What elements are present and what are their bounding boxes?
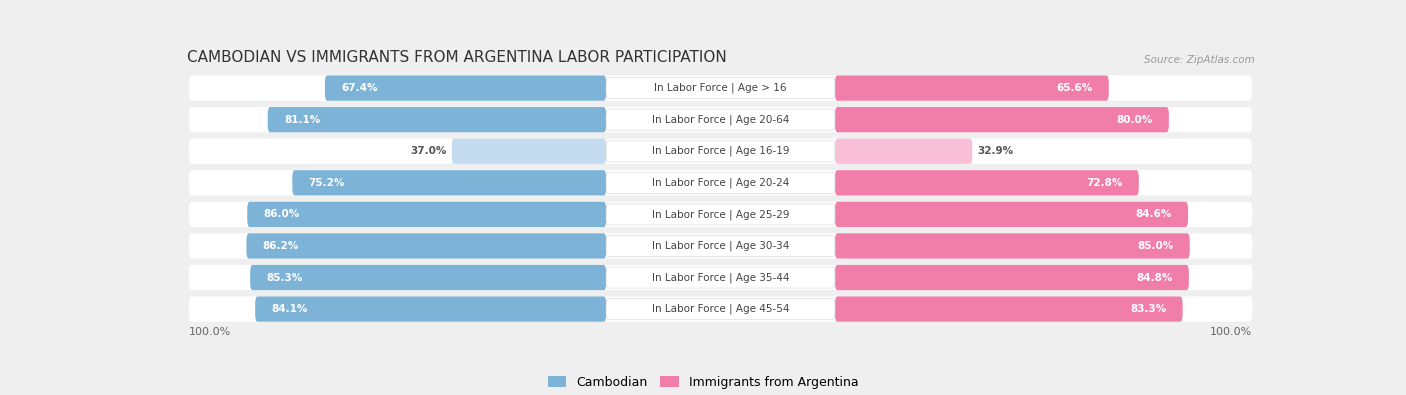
Text: Source: ZipAtlas.com: Source: ZipAtlas.com [1143, 55, 1254, 65]
FancyBboxPatch shape [606, 172, 835, 193]
Text: 83.3%: 83.3% [1130, 304, 1167, 314]
Text: 84.8%: 84.8% [1136, 273, 1173, 282]
FancyBboxPatch shape [188, 233, 1253, 259]
Text: In Labor Force | Age 30-34: In Labor Force | Age 30-34 [652, 241, 789, 251]
Text: In Labor Force | Age 35-44: In Labor Force | Age 35-44 [652, 272, 789, 283]
Text: In Labor Force | Age > 16: In Labor Force | Age > 16 [654, 83, 787, 93]
Text: CAMBODIAN VS IMMIGRANTS FROM ARGENTINA LABOR PARTICIPATION: CAMBODIAN VS IMMIGRANTS FROM ARGENTINA L… [187, 50, 727, 65]
FancyBboxPatch shape [606, 235, 835, 256]
Text: 86.0%: 86.0% [263, 209, 299, 219]
FancyBboxPatch shape [606, 204, 835, 225]
Text: 100.0%: 100.0% [188, 327, 231, 337]
FancyBboxPatch shape [451, 139, 606, 164]
FancyBboxPatch shape [188, 139, 1253, 164]
Text: 65.6%: 65.6% [1056, 83, 1092, 93]
FancyBboxPatch shape [188, 107, 1253, 132]
FancyBboxPatch shape [835, 202, 1188, 227]
FancyBboxPatch shape [606, 141, 835, 162]
FancyBboxPatch shape [250, 265, 606, 290]
FancyBboxPatch shape [188, 202, 1253, 227]
Text: 84.1%: 84.1% [271, 304, 308, 314]
Text: 100.0%: 100.0% [1211, 327, 1253, 337]
Text: 86.2%: 86.2% [263, 241, 299, 251]
FancyBboxPatch shape [292, 170, 606, 196]
FancyBboxPatch shape [835, 170, 1139, 196]
FancyBboxPatch shape [835, 233, 1189, 259]
Legend: Cambodian, Immigrants from Argentina: Cambodian, Immigrants from Argentina [547, 376, 859, 389]
FancyBboxPatch shape [835, 107, 1168, 132]
Text: In Labor Force | Age 20-64: In Labor Force | Age 20-64 [652, 115, 789, 125]
Text: In Labor Force | Age 20-24: In Labor Force | Age 20-24 [652, 178, 789, 188]
Text: In Labor Force | Age 16-19: In Labor Force | Age 16-19 [652, 146, 789, 156]
Text: 32.9%: 32.9% [977, 146, 1014, 156]
FancyBboxPatch shape [835, 297, 1182, 322]
FancyBboxPatch shape [835, 265, 1189, 290]
Text: In Labor Force | Age 45-54: In Labor Force | Age 45-54 [652, 304, 789, 314]
FancyBboxPatch shape [254, 297, 606, 322]
Text: 81.1%: 81.1% [284, 115, 321, 125]
FancyBboxPatch shape [325, 75, 606, 101]
Text: 84.6%: 84.6% [1135, 209, 1171, 219]
FancyBboxPatch shape [606, 77, 835, 99]
Text: 80.0%: 80.0% [1116, 115, 1153, 125]
FancyBboxPatch shape [188, 170, 1253, 196]
Text: 67.4%: 67.4% [342, 83, 378, 93]
FancyBboxPatch shape [188, 75, 1253, 101]
Text: 75.2%: 75.2% [309, 178, 344, 188]
FancyBboxPatch shape [246, 233, 606, 259]
Text: 85.3%: 85.3% [267, 273, 302, 282]
FancyBboxPatch shape [606, 299, 835, 320]
FancyBboxPatch shape [606, 109, 835, 130]
Text: In Labor Force | Age 25-29: In Labor Force | Age 25-29 [652, 209, 789, 220]
FancyBboxPatch shape [188, 265, 1253, 290]
FancyBboxPatch shape [835, 139, 973, 164]
FancyBboxPatch shape [247, 202, 606, 227]
FancyBboxPatch shape [267, 107, 606, 132]
FancyBboxPatch shape [606, 267, 835, 288]
FancyBboxPatch shape [835, 75, 1109, 101]
Text: 85.0%: 85.0% [1137, 241, 1174, 251]
Text: 37.0%: 37.0% [411, 146, 446, 156]
Text: 72.8%: 72.8% [1085, 178, 1122, 188]
FancyBboxPatch shape [188, 297, 1253, 322]
